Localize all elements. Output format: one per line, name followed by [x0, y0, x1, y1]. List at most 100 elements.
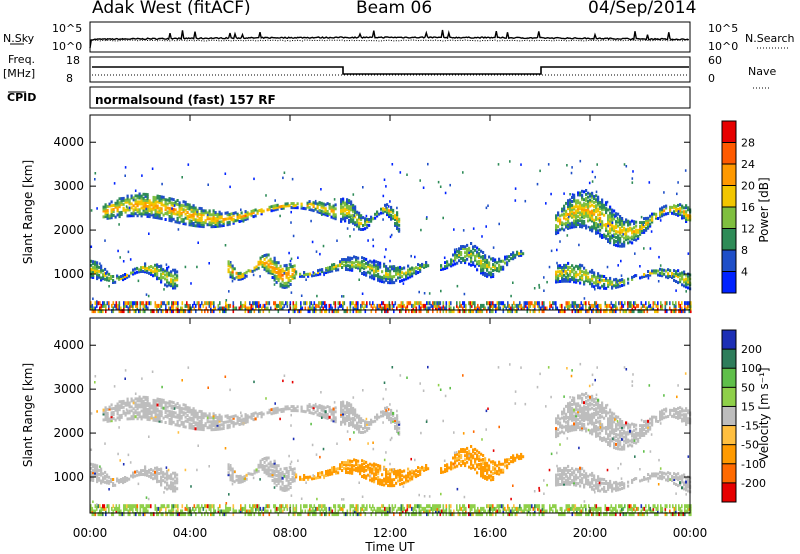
power-cell — [557, 229, 560, 233]
power-noise — [157, 303, 160, 308]
power-sparse — [570, 171, 573, 175]
velocity-cell — [265, 456, 268, 460]
power-cell — [296, 202, 299, 206]
power-cell — [585, 277, 588, 281]
velocity-cell — [401, 482, 404, 486]
velocity-cell — [150, 406, 153, 410]
power-cell — [595, 277, 598, 281]
power-cell — [583, 190, 586, 194]
power-cell — [567, 203, 570, 207]
velocity-cell — [170, 414, 173, 418]
power-cell — [294, 206, 297, 210]
power-noise — [504, 303, 506, 308]
velocity-cell — [102, 418, 105, 422]
power-cell — [597, 217, 600, 221]
power-cell — [94, 262, 97, 266]
power-noise — [274, 301, 277, 306]
velocity-cell — [312, 404, 315, 408]
y-tick-label: 3000 — [53, 179, 84, 193]
velocity-cell — [136, 469, 139, 473]
power-cell — [611, 210, 614, 214]
power-noise — [510, 306, 512, 311]
power-noise — [478, 309, 481, 314]
power-sparse — [290, 257, 293, 261]
power-sparse — [634, 252, 636, 255]
power-sparse — [591, 180, 594, 183]
power-noise — [493, 303, 496, 308]
power-noise — [280, 301, 283, 306]
power-cell — [112, 210, 115, 213]
velocity-cell — [220, 427, 223, 431]
velocity-cell — [355, 459, 358, 462]
power-cell — [212, 213, 215, 217]
velocity-cell — [354, 408, 357, 412]
power-cell — [150, 207, 153, 211]
velocity-cell — [274, 407, 277, 411]
power-cell — [198, 222, 201, 226]
velocity-cell — [363, 466, 366, 469]
velocity-cell — [146, 417, 149, 421]
power-sparse — [165, 263, 168, 266]
power-cell — [166, 198, 169, 202]
power-cell — [220, 224, 223, 228]
power-cell — [146, 214, 149, 218]
power-cell — [591, 215, 594, 219]
power-cell — [184, 208, 187, 212]
power-cell — [140, 194, 143, 198]
power-cell — [573, 199, 576, 203]
power-noise — [646, 306, 649, 311]
power-cell — [470, 242, 473, 245]
velocity-cell — [267, 470, 270, 474]
power-cell — [150, 209, 153, 213]
power-noise — [541, 301, 544, 306]
power-cell — [671, 205, 674, 209]
power-cell — [146, 195, 149, 199]
power-cell — [575, 205, 578, 209]
velocity-cell — [345, 469, 348, 472]
velocity-cell — [166, 471, 169, 475]
power-cell — [627, 241, 630, 245]
velocity-cell — [377, 475, 380, 479]
power-sparse — [389, 200, 391, 203]
velocity-cell — [140, 415, 143, 419]
power-cell — [681, 206, 684, 210]
power-cell — [609, 235, 612, 239]
power-cell — [639, 232, 642, 236]
velocity-cell — [124, 478, 127, 481]
power-cell — [561, 207, 564, 211]
power-sparse — [96, 207, 98, 210]
power-sparse — [587, 225, 590, 229]
power-cell — [146, 270, 149, 274]
power-noise — [189, 309, 191, 314]
velocity-cell — [346, 409, 349, 413]
power-cell — [587, 191, 590, 195]
power-cell — [470, 251, 473, 255]
power-cell — [150, 211, 153, 215]
power-cell — [396, 213, 399, 217]
power-cell — [292, 202, 295, 206]
velocity-cell — [204, 422, 207, 426]
power-noise — [357, 306, 359, 311]
power-cell — [176, 212, 179, 216]
power-noise — [184, 309, 187, 314]
power-cell — [579, 205, 582, 209]
power-cell — [208, 221, 211, 225]
power-cell — [667, 276, 670, 280]
velocity-cell — [458, 454, 461, 458]
velocity-cell — [405, 478, 408, 482]
power-cell — [124, 277, 127, 280]
power-noise — [360, 303, 362, 308]
power-sparse — [100, 269, 103, 272]
power-noise — [627, 303, 629, 308]
power-noise — [286, 301, 289, 306]
power-cell — [168, 273, 171, 277]
power-noise — [295, 306, 298, 311]
power-cell — [96, 269, 99, 273]
velocity-cell — [200, 414, 203, 418]
power-cell — [462, 247, 465, 250]
power-cell — [361, 262, 364, 266]
velocity-cell — [186, 410, 189, 414]
power-noise — [150, 309, 152, 314]
velocity-cell — [188, 410, 191, 414]
velocity-cell — [136, 413, 139, 417]
